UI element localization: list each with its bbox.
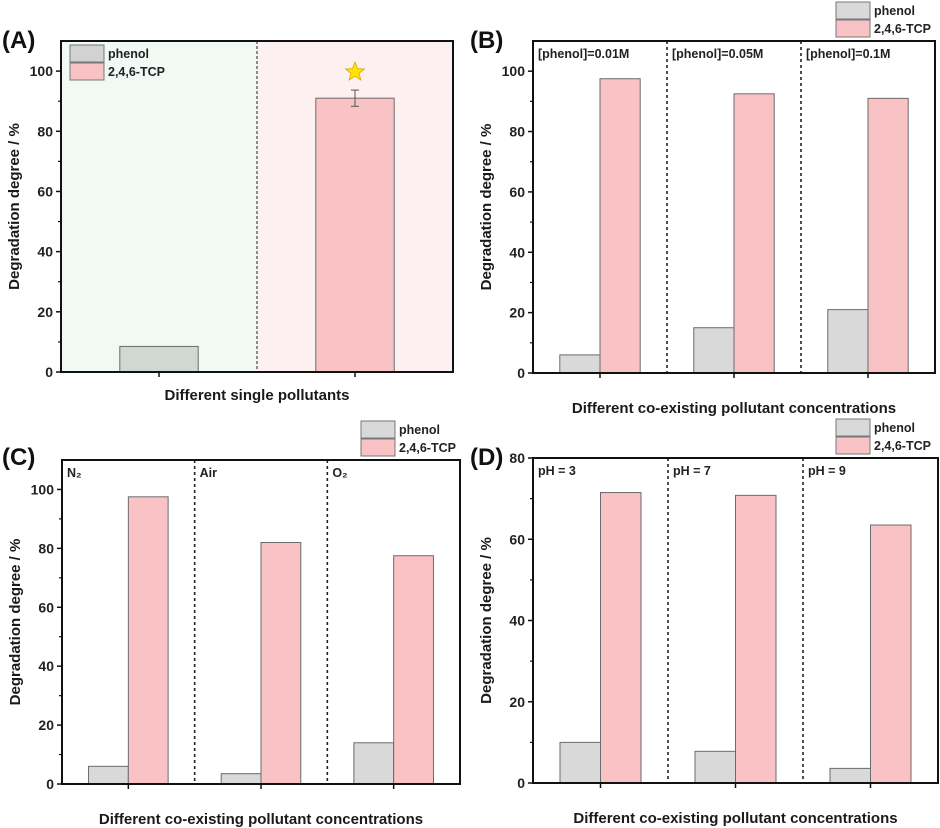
y-tick-label: 0 [46, 776, 54, 792]
legend-label-phenol: phenol [874, 4, 915, 18]
panel-label: (C) [2, 444, 35, 471]
panel-label: (B) [470, 27, 503, 54]
legend-label-phenol: phenol [874, 421, 915, 435]
bar-phenol [829, 767, 871, 784]
legend-label-tcp: 2,4,6-TCP [399, 441, 456, 455]
panel-d: pH = 3 pH = 7 pH = 9 0 20 40 60 80 Different co-… [470, 418, 939, 827]
y-tick-label: 60 [37, 183, 53, 199]
group-label: [phenol]=0.1M [806, 47, 890, 61]
group-label: pH = 3 [538, 464, 576, 478]
y-tick-label: 80 [509, 450, 525, 466]
bar-phenol [559, 741, 601, 784]
y-axis-title: Degradation degree / % [6, 123, 23, 290]
bar-phenol [119, 345, 199, 373]
panel-label: (D) [470, 444, 503, 471]
y-tick-label: 20 [38, 717, 54, 733]
bar-tcp [260, 541, 302, 785]
y-tick-label: 20 [509, 694, 525, 710]
y-tick-label: 40 [509, 613, 525, 629]
bar-tcp [867, 97, 909, 374]
y-tick-label: 100 [30, 63, 54, 79]
group-label: pH = 9 [808, 464, 846, 478]
legend: phenol 2,4,6-TCP [69, 44, 165, 81]
bar-phenol [694, 750, 736, 784]
bar-tcp [733, 93, 775, 374]
y-tick-label: 60 [38, 599, 54, 615]
background-left [61, 41, 257, 372]
group-label: pH = 7 [673, 464, 711, 478]
panel-a: 0 20 40 60 80 100 Different single pollutants D… [2, 27, 454, 404]
bar-tcp [599, 78, 641, 374]
group-label: O₂ [332, 466, 347, 480]
y-tick-label: 80 [509, 124, 525, 140]
bar-tcp [393, 555, 434, 785]
bar-phenol [88, 765, 129, 785]
legend: phenol 2,4,6-TCP [835, 1, 931, 38]
x-axis-title: Different co-existing pollutant concentr… [573, 810, 897, 827]
bar-phenol [559, 354, 601, 374]
legend-swatch-phenol [360, 420, 396, 439]
legend-label-tcp: 2,4,6-TCP [874, 22, 931, 36]
legend-swatch-tcp [69, 62, 105, 81]
bar-tcp [735, 494, 777, 784]
y-tick-label: 20 [37, 304, 53, 320]
y-axis-title: Degradation degree / % [478, 124, 495, 291]
legend: phenol 2,4,6-TCP [835, 418, 931, 455]
y-tick-label: 40 [37, 244, 53, 260]
legend-swatch-phenol [835, 418, 871, 437]
y-tick-label: 80 [38, 540, 54, 556]
y-tick-label: 80 [37, 123, 53, 139]
bar-tcp [127, 496, 169, 785]
x-axis-title: Different single pollutants [164, 387, 349, 404]
bar-tcp [870, 524, 912, 784]
y-axis-title: Degradation degree / % [7, 539, 24, 706]
x-axis-title: Different co-existing pollutant concentr… [99, 811, 423, 828]
y-tick-label: 40 [509, 244, 525, 260]
legend-swatch-tcp [360, 438, 396, 457]
star-icon [344, 60, 366, 82]
legend-label-tcp: 2,4,6-TCP [108, 65, 165, 79]
y-tick-label: 60 [509, 184, 525, 200]
bar-tcp [600, 492, 642, 784]
axis-frame [60, 40, 454, 373]
y-axis-title: Degradation degree / % [478, 537, 495, 704]
y-tick-label: 100 [31, 481, 55, 497]
bar-phenol [693, 327, 735, 374]
bar-tcp [315, 97, 395, 373]
legend-swatch-phenol [835, 1, 871, 20]
legend-swatch-tcp [835, 19, 871, 38]
panel-label: (A) [2, 27, 35, 54]
bar-phenol [827, 309, 869, 374]
legend-label-phenol: phenol [399, 423, 440, 437]
panel-c: N₂ Air O₂ 0 20 40 60 80 100 Different co-existing… [2, 420, 461, 828]
y-tick-label: 60 [509, 531, 525, 547]
legend-swatch-phenol [69, 44, 105, 63]
bar-phenol [220, 773, 262, 785]
y-tick-label: 0 [45, 364, 53, 380]
y-tick-label: 40 [38, 658, 54, 674]
group-label: N₂ [67, 466, 82, 480]
x-axis-title: Different co-existing pollutant concentr… [572, 400, 896, 417]
y-tick-label: 0 [517, 365, 525, 381]
group-label: Air [200, 466, 218, 480]
legend-label-phenol: phenol [108, 47, 149, 61]
y-tick-label: 0 [517, 775, 525, 791]
legend-label-tcp: 2,4,6-TCP [874, 439, 931, 453]
group-label: [phenol]=0.01M [538, 47, 629, 61]
panel-b: [phenol]=0.01M [phenol]=0.05M [phenol]=0.1… [470, 1, 936, 417]
group-label: [phenol]=0.05M [672, 47, 763, 61]
legend: phenol 2,4,6-TCP [360, 420, 456, 457]
legend-swatch-tcp [835, 436, 871, 455]
y-tick-label: 20 [509, 305, 525, 321]
y-tick-label: 100 [502, 63, 526, 79]
bar-phenol [353, 742, 395, 785]
